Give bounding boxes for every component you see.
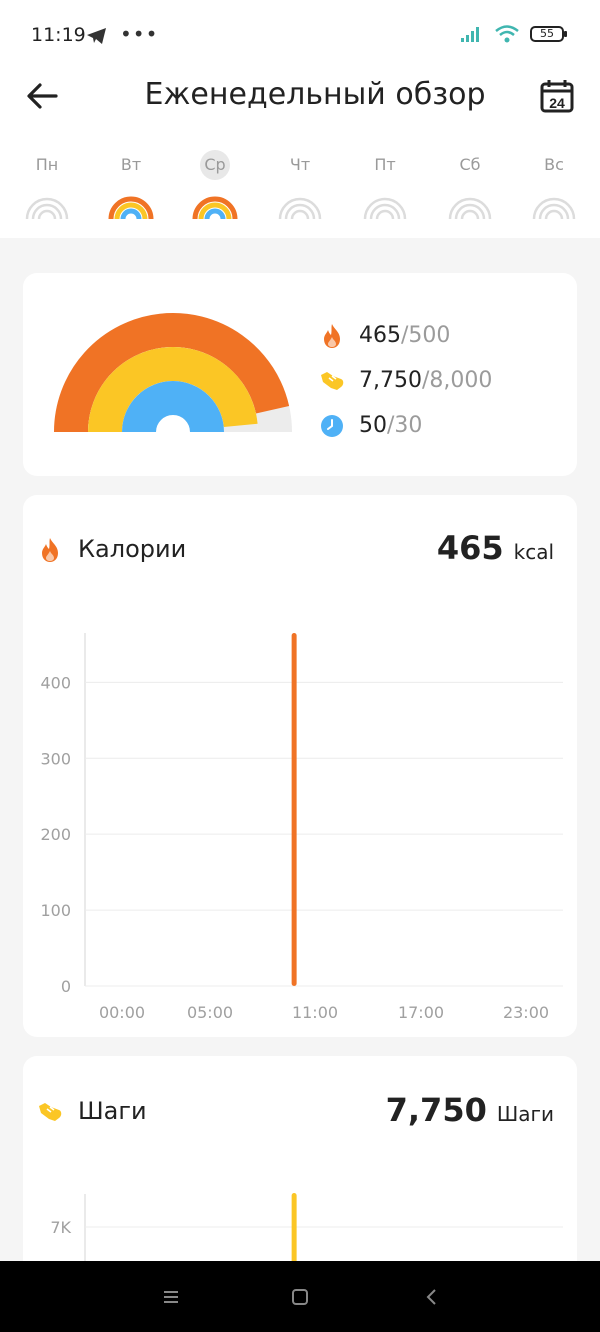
page-title: Еженедельный обзор: [144, 77, 486, 112]
y-tick-label: 300: [40, 749, 71, 768]
steps-total-value: 7,750: [385, 1091, 487, 1129]
y-tick-label: 7K: [50, 1218, 71, 1237]
day-rings-icon: [25, 197, 69, 220]
clock-icon: [321, 414, 343, 437]
y-tick-label: 100: [40, 901, 71, 920]
day-label: Пн: [35, 155, 59, 174]
shoe-icon: [321, 371, 344, 390]
day-label: Вт: [120, 155, 142, 174]
day-label: Пт: [374, 155, 396, 174]
day-rings-icon: [448, 197, 492, 220]
day-rings-icon: [108, 196, 154, 220]
day-label: Вс: [544, 155, 564, 174]
calories-total-value: 465: [436, 529, 504, 567]
activity-rings: [54, 313, 292, 435]
y-tick-label: 0: [61, 977, 71, 996]
day-2[interactable]: Вт: [106, 150, 156, 220]
week-day-selector: Пн Вт Ср Чт Пт Сб Вс: [0, 150, 600, 240]
system-nav-bar: [0, 1261, 600, 1332]
calendar-icon[interactable]: 24: [540, 79, 574, 113]
calories-total: 465 kcal: [437, 529, 554, 567]
day-1[interactable]: Пн: [22, 150, 72, 220]
ring-center: [160, 419, 186, 435]
calories-summary: 465/500: [319, 313, 492, 358]
calories-chart: 0 100 200 300 400 00:00 05:00 11:00 17:00 23:00: [40, 633, 563, 1022]
day-7[interactable]: Вс: [529, 150, 579, 220]
day-6[interactable]: Сб: [445, 150, 495, 220]
minutes-goal: /30: [387, 413, 423, 438]
calendar-day-number: 24: [549, 95, 565, 111]
more-dots-icon: •••: [120, 22, 159, 46]
flame-icon: [324, 323, 340, 348]
calories-card-title: Калории: [78, 535, 187, 563]
day-3[interactable]: Ср: [190, 150, 240, 220]
summary-card: 465/500 7,750/8,000 50/30: [23, 273, 577, 476]
status-time: 11:19: [31, 24, 86, 46]
day-rings-icon: [532, 197, 576, 220]
steps-bar[interactable]: [291, 1193, 297, 1276]
calories-bar[interactable]: [291, 633, 297, 986]
calories-goal: /500: [401, 323, 451, 348]
day-label: Ср: [200, 150, 230, 180]
steps-chart: 7K: [50, 1193, 563, 1276]
signal-icon: [461, 27, 479, 42]
menu-icon[interactable]: [160, 1286, 182, 1308]
back-nav-icon[interactable]: [421, 1286, 443, 1308]
battery-indicator: 55: [530, 26, 567, 42]
x-tick-label: 11:00: [292, 1003, 338, 1022]
minutes-summary: 50/30: [319, 403, 492, 448]
wifi-icon: [495, 25, 519, 43]
shoe-icon: [39, 1103, 62, 1121]
x-tick-label: 00:00: [99, 1003, 145, 1022]
calories-total-unit: kcal: [513, 540, 554, 564]
steps-card[interactable]: Шаги 7,750 Шаги 7K: [23, 1056, 577, 1276]
day-rings-icon: [278, 197, 322, 220]
day-4[interactable]: Чт: [275, 150, 325, 220]
day-label: Сб: [459, 155, 481, 174]
home-icon[interactable]: [289, 1286, 311, 1308]
telegram-icon: [87, 28, 106, 44]
steps-total: 7,750 Шаги: [386, 1091, 554, 1129]
x-tick-label: 17:00: [398, 1003, 444, 1022]
day-rings-icon: [363, 197, 407, 220]
calories-card[interactable]: Калории 465 kcal 0 100 200 300 400 00:00 05:00…: [23, 495, 577, 1037]
status-bar: 11:19 ••• 55: [0, 0, 600, 70]
steps-card-title: Шаги: [78, 1097, 147, 1125]
steps-total-unit: Шаги: [496, 1102, 554, 1126]
day-5[interactable]: Пт: [360, 150, 410, 220]
day-label: Чт: [289, 155, 311, 174]
flame-icon: [42, 538, 58, 562]
x-tick-label: 05:00: [187, 1003, 233, 1022]
minutes-value: 50: [359, 413, 387, 438]
steps-summary: 7,750/8,000: [319, 358, 492, 403]
y-tick-label: 400: [40, 673, 71, 692]
day-rings-icon: [192, 196, 238, 220]
steps-goal: /8,000: [421, 368, 493, 393]
steps-value: 7,750: [359, 368, 422, 393]
top-section: 11:19 ••• 55 Еженедельный обзор: [0, 0, 600, 238]
x-tick-label: 23:00: [503, 1003, 549, 1022]
back-arrow-icon[interactable]: [24, 78, 60, 114]
y-tick-label: 200: [40, 825, 71, 844]
calories-value: 465: [359, 323, 401, 348]
